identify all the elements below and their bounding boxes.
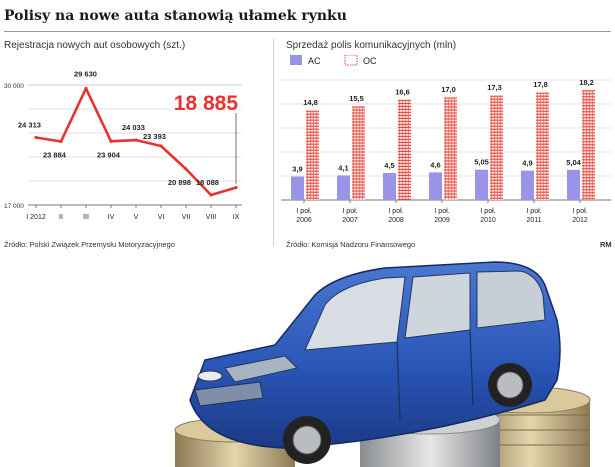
- data-label: 24 033: [122, 123, 145, 132]
- x-tick-label: I poł.: [572, 208, 587, 215]
- left-source-note: Źródło: Polski Związek Przemysłu Motoryz…: [4, 240, 175, 249]
- x-tick-label: II: [59, 214, 63, 221]
- legend-label-ac: AC: [308, 56, 321, 66]
- data-point: [84, 86, 88, 91]
- data-label-ac: 4,9: [522, 159, 532, 168]
- data-label: 23 884: [43, 150, 67, 159]
- data-point: [34, 135, 38, 140]
- bar-oc: [352, 107, 365, 200]
- toy-car-on-coins-photo: [174, 261, 591, 467]
- data-label-oc: 18,2: [579, 78, 594, 87]
- data-point: [184, 167, 188, 171]
- bar-oc-pattern: [306, 110, 319, 200]
- x-tick-label: 2012: [572, 217, 588, 224]
- data-label: 23 393: [143, 132, 166, 141]
- data-label-ac: 3,9: [292, 165, 302, 174]
- y-tick-label: 17 000: [4, 203, 24, 210]
- legend-label-oc: OC: [363, 56, 377, 66]
- data-label: 24 313: [18, 120, 41, 129]
- left-chart-subtitle: Rejestracja nowych aut osobowych (szt.): [4, 40, 186, 51]
- x-tick-label: I poł.: [342, 208, 357, 215]
- x-tick-label: 2009: [434, 217, 450, 224]
- x-tick-label: VII: [182, 214, 191, 221]
- x-tick-label: IV: [108, 214, 115, 221]
- bar-ac: [337, 175, 350, 200]
- x-tick-label: VI: [158, 214, 165, 221]
- panel-divider: [273, 38, 274, 246]
- bar-ac: [521, 170, 534, 200]
- data-point: [109, 139, 113, 143]
- x-tick-label: IX: [233, 214, 240, 221]
- bar-oc: [490, 96, 503, 200]
- bar-oc: [306, 111, 319, 200]
- title-underline: [4, 31, 611, 32]
- data-label: 29 630: [74, 69, 97, 78]
- data-label-ac: 4,1: [338, 163, 348, 172]
- bar-oc-pattern: [536, 92, 549, 200]
- data-label-oc: 16,6: [395, 87, 410, 96]
- data-label-oc: 17,8: [533, 80, 548, 89]
- data-label-oc: 17,0: [441, 85, 456, 94]
- data-label: 20 898: [168, 178, 191, 187]
- data-label-oc: 14,8: [303, 98, 318, 107]
- bar-oc-pattern: [444, 97, 457, 200]
- x-tick-label: III: [83, 214, 89, 221]
- x-tick-label: 2008: [388, 217, 404, 224]
- bar-oc-pattern: [490, 95, 503, 200]
- data-label: 18 088: [196, 178, 219, 187]
- bar-ac: [475, 169, 488, 200]
- bar-oc-pattern: [352, 106, 365, 200]
- page-title: Polisy na nowe auta stanowią ułamek rynk…: [4, 8, 347, 24]
- data-point: [134, 138, 138, 142]
- x-tick-label: I poł.: [434, 208, 449, 215]
- x-tick-label: 2010: [480, 217, 496, 224]
- legend-swatch-oc: [344, 55, 358, 66]
- x-tick-label: V: [134, 214, 139, 221]
- data-label-ac: 4,6: [430, 160, 440, 169]
- highlight-value-label: 18 885: [174, 92, 239, 115]
- x-tick-label: I poł.: [388, 208, 403, 215]
- bar-ac: [567, 169, 580, 200]
- x-tick-label: I poł.: [296, 208, 311, 215]
- x-tick-label: I poł.: [526, 208, 541, 215]
- bar-oc-pattern: [582, 90, 595, 200]
- x-tick-label: VIII: [206, 214, 217, 221]
- x-tick-label: 2006: [296, 217, 312, 224]
- y-tick-label: 30 000: [4, 83, 24, 90]
- x-tick-label: 2007: [342, 217, 358, 224]
- data-point: [234, 186, 238, 190]
- right-chart-subtitle: Sprzedaż polis komunikacyjnych (mln): [286, 40, 457, 51]
- graphic-credit: RM: [600, 240, 612, 249]
- toy-car: [189, 261, 561, 464]
- data-label-ac: 5,04: [566, 158, 581, 167]
- bar-oc: [536, 93, 549, 200]
- data-point: [159, 144, 163, 148]
- data-point: [209, 193, 213, 197]
- data-label-oc: 17,3: [487, 83, 502, 92]
- data-label: 23 904: [97, 150, 121, 159]
- bar-ac: [383, 173, 396, 200]
- data-label-ac: 4,5: [384, 161, 394, 170]
- bar-ac: [291, 176, 304, 200]
- bar-ac: [429, 172, 442, 200]
- policy-sales-bar-chart: AC OC 3,9 14,8 I poł. 2006 4,1 15,5 I poł. 2007 4,…: [281, 55, 611, 224]
- data-label-ac: 5,05: [474, 158, 489, 167]
- data-label-oc: 15,5: [349, 94, 364, 103]
- legend-swatch-ac: [290, 55, 302, 65]
- data-point: [59, 139, 63, 144]
- x-tick-label: 2011: [526, 217, 541, 224]
- bar-oc-pattern: [398, 99, 411, 200]
- x-tick-label: I 2012: [26, 214, 46, 221]
- right-source-note: Źródło: Komisja Nadzoru Finansowego: [286, 240, 416, 249]
- x-tick-label: I poł.: [480, 208, 495, 215]
